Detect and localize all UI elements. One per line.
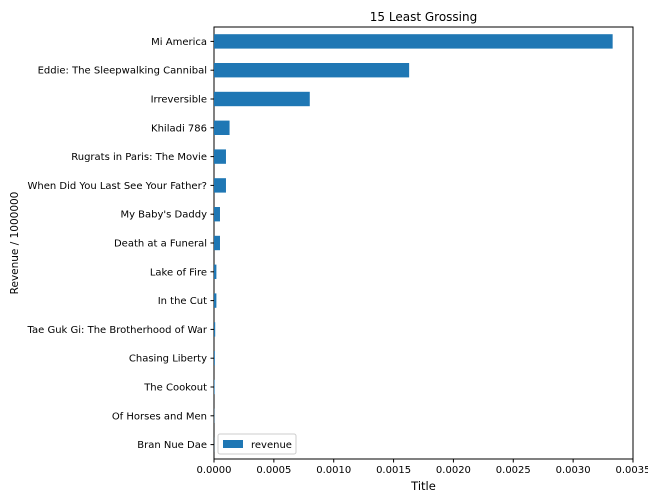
bar [214,207,220,222]
bar [214,63,410,78]
bar [214,149,226,164]
bar [214,34,613,49]
bar [214,120,230,135]
x-ticks: 0.0000 0.0005 0.0010 0.0015 0.0020 0.0025 0.00… [197,459,648,476]
chart-title: 15 Least Grossing [370,10,477,24]
bar [214,351,215,366]
category-label: The Cookout [143,383,207,394]
x-tick-label: 0.0035 [616,465,648,476]
x-tick-label: 0.0020 [436,465,471,476]
bar [214,293,217,308]
bar [214,264,217,279]
bar [214,178,226,193]
legend-box [217,433,297,455]
bars-group [214,34,613,452]
x-tick-label: 0.0005 [256,465,291,476]
bar [214,379,215,395]
x-tick-label: 0.0030 [556,465,591,476]
category-label: Rugrats in Paris: The Movie [71,152,207,163]
category-label: In the Cut [158,296,207,307]
category-label: Mi America [151,37,207,48]
category-label: Khiladi 786 [151,123,207,134]
legend-swatch [223,440,243,448]
category-label: My Baby's Daddy [120,210,207,221]
category-label: Chasing Liberty [129,354,207,365]
category-label: Irreversible [151,95,207,106]
x-tick-label: 0.0025 [496,465,531,476]
y-axis-label: Revenue / 1000000 [9,192,21,295]
bar [214,235,220,251]
category-label: Of Horses and Men [112,411,207,422]
bar [214,322,216,337]
category-label: Eddie: The Sleepwalking Cannibal [38,66,207,77]
category-label: Bran Nue Dae [137,440,207,451]
bar [214,91,310,107]
x-tick-label: 0.0015 [376,465,411,476]
x-tick-label: 0.0000 [197,465,232,476]
legend: revenue [217,433,297,455]
category-label: Tae Guk Gi: The Brotherhood of War [27,325,208,336]
category-label: When Did You Last See Your Father? [28,181,207,192]
x-axis-label: Title [410,479,436,493]
x-tick-label: 0.0010 [316,465,351,476]
category-labels: Mi America Eddie: The Sleepwalking Cannib… [27,37,214,451]
category-label: Death at a Funeral [114,239,207,250]
legend-label: revenue [251,440,292,451]
category-label: Lake of Fire [150,267,207,278]
